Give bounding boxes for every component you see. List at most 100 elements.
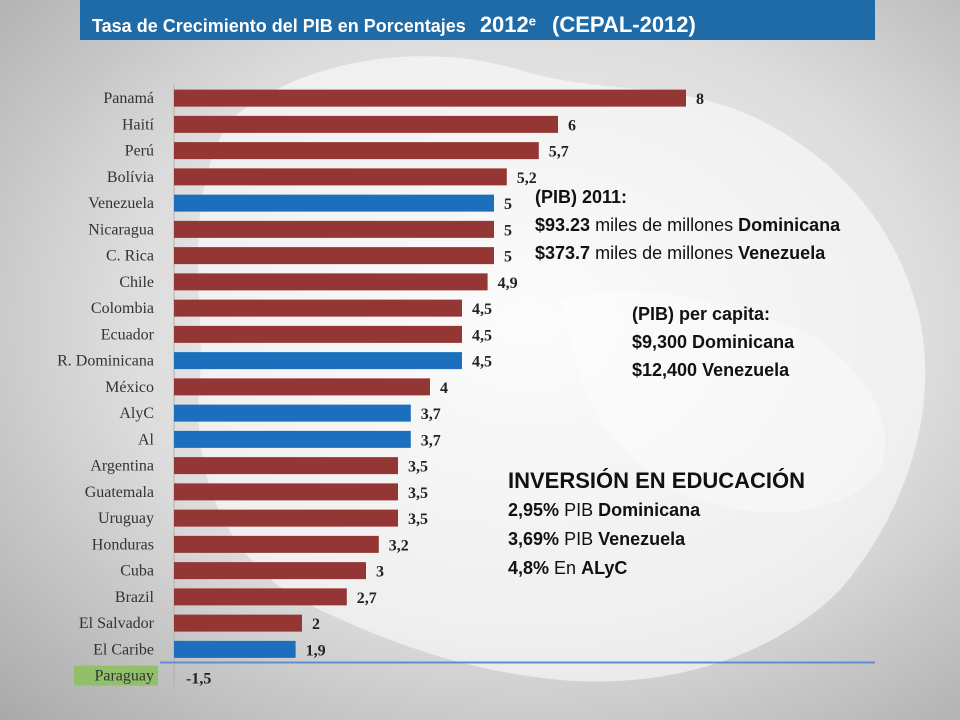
value-label: 4,9 bbox=[498, 275, 518, 292]
value-label: 1,9 bbox=[306, 642, 326, 659]
pib-2011-note: (PIB) 2011: $93.23 miles de millones Dom… bbox=[535, 183, 840, 267]
bar bbox=[174, 588, 347, 606]
value-label: 2 bbox=[312, 616, 320, 633]
value-label: 5,2 bbox=[517, 170, 537, 187]
per-capita-note: (PIB) per capita: $9,300 Dominicana $12,… bbox=[632, 300, 794, 384]
value-label: 3,5 bbox=[408, 459, 428, 476]
bar bbox=[174, 483, 398, 501]
pib-2011-amount: $93.23 bbox=[535, 215, 591, 235]
education-country: Dominicana bbox=[598, 500, 701, 520]
category-label: México bbox=[105, 379, 154, 396]
category-label: Panamá bbox=[103, 90, 154, 107]
value-label: 3,5 bbox=[408, 485, 428, 502]
bar bbox=[174, 640, 296, 658]
value-label: 8 bbox=[696, 91, 704, 108]
category-label: Chile bbox=[119, 274, 154, 291]
pib-2011-text: miles de millones bbox=[595, 243, 734, 263]
category-label: Honduras bbox=[92, 536, 154, 553]
category-label: Uruguay bbox=[98, 510, 154, 527]
education-line: 4,8% En ALyC bbox=[508, 554, 805, 583]
bar bbox=[174, 378, 430, 396]
bar bbox=[174, 220, 494, 238]
pib-2011-country: Venezuela bbox=[738, 243, 826, 263]
category-label: Al bbox=[138, 431, 155, 448]
value-label: 3,5 bbox=[408, 511, 428, 528]
category-label: C. Rica bbox=[106, 248, 154, 265]
bar bbox=[174, 430, 411, 448]
education-country: Venezuela bbox=[598, 529, 686, 549]
value-label: 4,5 bbox=[472, 327, 492, 344]
bar bbox=[174, 352, 462, 370]
bar bbox=[174, 325, 462, 343]
title-banner: Tasa de Crecimiento del PIB en Porcentaj… bbox=[80, 0, 875, 40]
category-label: Haití bbox=[122, 116, 155, 133]
value-label: 6 bbox=[568, 117, 576, 134]
category-label: Brazil bbox=[115, 589, 155, 606]
bar bbox=[174, 562, 366, 580]
education-country: ALyC bbox=[581, 558, 628, 578]
bar bbox=[174, 115, 558, 133]
negative-label-highlight bbox=[74, 665, 158, 686]
bar bbox=[174, 299, 462, 317]
bar bbox=[174, 194, 494, 212]
bar bbox=[174, 273, 488, 291]
per-capita-line: $12,400 Venezuela bbox=[632, 360, 790, 380]
per-capita-heading: (PIB) per capita: bbox=[632, 304, 771, 324]
value-label: 5,7 bbox=[549, 144, 569, 161]
bar bbox=[174, 614, 302, 632]
category-label: Ecuador bbox=[101, 326, 155, 343]
category-label: Venezuela bbox=[88, 195, 154, 212]
bar bbox=[174, 89, 686, 107]
value-label: 4,5 bbox=[472, 301, 492, 318]
category-label: Nicaragua bbox=[88, 221, 154, 238]
title-source: (CEPAL-2012) bbox=[552, 12, 696, 37]
education-text: En bbox=[554, 558, 577, 578]
title-superscript: e bbox=[528, 13, 536, 29]
education-text: PIB bbox=[564, 529, 594, 549]
category-label: Cuba bbox=[120, 563, 154, 580]
value-label: 5 bbox=[504, 196, 512, 213]
category-label: Colombia bbox=[91, 300, 154, 317]
category-label: Paraguay bbox=[94, 668, 154, 685]
bar bbox=[174, 247, 494, 265]
pib-2011-line: $93.23 miles de millones Dominicana bbox=[535, 211, 840, 239]
category-label: El Salvador bbox=[79, 615, 155, 632]
education-value: 4,8% bbox=[508, 558, 550, 578]
education-value: 2,95% bbox=[508, 500, 560, 520]
category-label: Argentina bbox=[90, 458, 154, 475]
bar bbox=[174, 142, 539, 160]
value-label: 4,5 bbox=[472, 354, 492, 371]
education-heading: INVERSIÓN EN EDUCACIÓN bbox=[508, 468, 806, 493]
bar bbox=[174, 404, 411, 422]
value-label: 4 bbox=[440, 380, 448, 397]
value-label: 2,7 bbox=[357, 590, 377, 607]
pib-2011-country: Dominicana bbox=[738, 215, 841, 235]
bar bbox=[174, 509, 398, 527]
bar bbox=[174, 457, 398, 475]
value-label: 3 bbox=[376, 564, 384, 581]
pib-2011-amount: $373.7 bbox=[535, 243, 591, 263]
education-line: 3,69% PIB Venezuela bbox=[508, 525, 805, 554]
value-label: 3,7 bbox=[421, 406, 441, 423]
per-capita-line: $9,300 Dominicana bbox=[632, 332, 795, 352]
pib-2011-heading: (PIB) 2011: bbox=[535, 187, 628, 207]
value-label: 3,7 bbox=[421, 432, 441, 449]
category-label: AlyC bbox=[119, 405, 154, 422]
title-year: 2012 bbox=[479, 12, 529, 37]
bar bbox=[174, 168, 507, 186]
category-label: Guatemala bbox=[85, 484, 154, 501]
category-label: Bolívia bbox=[107, 169, 154, 186]
education-text: PIB bbox=[564, 500, 594, 520]
category-label: Perú bbox=[125, 143, 154, 160]
value-label: 5 bbox=[504, 222, 512, 239]
pib-2011-line: $373.7 miles de millones Venezuela bbox=[535, 239, 840, 267]
education-value: 3,69% bbox=[508, 529, 560, 549]
education-line: 2,95% PIB Dominicana bbox=[508, 496, 805, 525]
pib-2011-text: miles de millones bbox=[595, 215, 734, 235]
value-label: 3,2 bbox=[389, 537, 409, 554]
chart-title: Tasa de Crecimiento del PIB en Porcentaj… bbox=[92, 16, 466, 36]
education-note: INVERSIÓN EN EDUCACIÓN 2,95% PIB Dominic… bbox=[508, 466, 805, 583]
value-label: -1,5 bbox=[186, 671, 211, 688]
value-label: 5 bbox=[504, 249, 512, 266]
